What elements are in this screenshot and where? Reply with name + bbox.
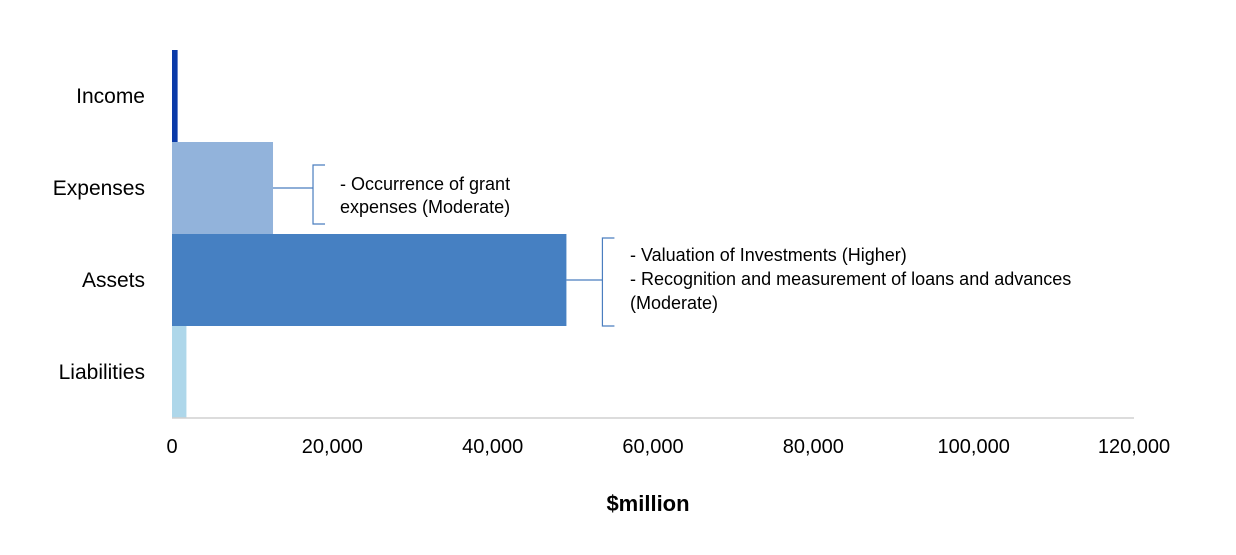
category-label-expenses: Expenses: [53, 177, 145, 200]
annotations: - Occurrence of grant expenses (Moderate)…: [273, 164, 1071, 327]
x-tick-label: 40,000: [462, 436, 523, 458]
annotation-bracket: [601, 237, 615, 327]
annotation-assets: - Valuation of Investments (Higher) - Rec…: [566, 237, 1071, 327]
bars-group: [172, 50, 567, 418]
x-axis-title: $million: [606, 491, 689, 516]
x-tick-label: 120,000: [1098, 436, 1170, 458]
category-label-income: Income: [76, 85, 145, 108]
bar-assets: [172, 234, 567, 326]
category-labels: Income Expenses Assets Liabilities: [53, 85, 145, 384]
annotation-bracket: [312, 164, 326, 225]
category-label-assets: Assets: [82, 269, 145, 292]
annotation-text: - Recognition and measurement of loans a…: [630, 269, 1071, 289]
annotation-expenses: - Occurrence of grant expenses (Moderate): [273, 164, 510, 225]
annotation-text: (Moderate): [630, 293, 718, 313]
bar-income: [172, 50, 178, 142]
x-tick-label: 100,000: [938, 436, 1010, 458]
annotation-text: - Occurrence of grant: [340, 174, 510, 194]
x-tick-labels: 0 20,000 40,000 60,000 80,000 100,000 120,000: [166, 436, 1170, 458]
annotation-text: - Valuation of Investments (Higher): [630, 245, 907, 265]
category-label-liabilities: Liabilities: [59, 361, 145, 384]
x-tick-label: 20,000: [302, 436, 363, 458]
x-tick-label: 80,000: [783, 436, 844, 458]
x-tick-label: 0: [166, 436, 177, 458]
bar-expenses: [172, 142, 274, 234]
x-tick-label: 60,000: [622, 436, 683, 458]
bar-liabilities: [172, 326, 187, 418]
annotation-text: expenses (Moderate): [340, 197, 510, 217]
